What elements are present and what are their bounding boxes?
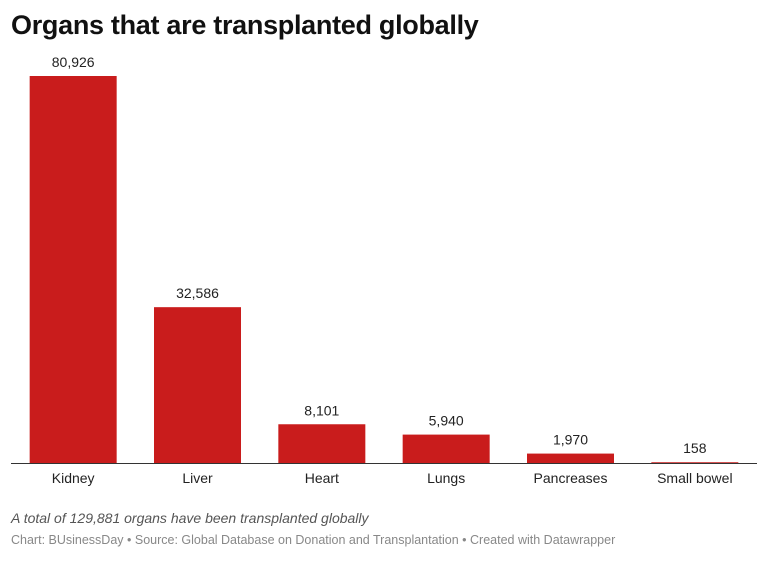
footer-separator: •: [123, 533, 135, 547]
category-label: Kidney: [52, 470, 95, 486]
category-label: Heart: [305, 470, 339, 486]
category-label: Liver: [182, 470, 213, 486]
value-label: 5,940: [429, 413, 464, 429]
bar-pancreases: [527, 453, 614, 463]
footer-chart-credit: Chart: BUsinessDay: [11, 533, 124, 547]
value-label: 32,586: [176, 285, 219, 301]
chart-notes: A total of 129,881 organs have been tran…: [11, 510, 369, 526]
value-label: 80,926: [52, 54, 95, 70]
value-label: 1,970: [553, 432, 588, 448]
bars-group: [29, 76, 739, 463]
bar-chart: 80,926 32,586 8,101 5,940 1,970 158 Kidney Liv…: [11, 54, 757, 486]
bar-liver: [154, 307, 241, 463]
value-label: 158: [683, 440, 707, 456]
bar-heart: [278, 424, 366, 463]
footer-source: Source: Global Database on Donation and …: [134, 533, 459, 547]
value-labels-group: 80,926 32,586 8,101 5,940 1,970 158: [52, 54, 707, 456]
chart-title: Organs that are transplanted globally: [11, 10, 479, 40]
bar-kidney: [29, 76, 117, 463]
footer-separator: •: [458, 533, 471, 547]
category-label: Lungs: [427, 470, 465, 486]
category-label: Small bowel: [657, 470, 732, 486]
bar-small-bowel: [651, 462, 739, 463]
category-labels-group: Kidney Liver Heart Lungs Pancreases Small bow…: [52, 470, 733, 486]
bar-lungs: [402, 434, 490, 463]
chart-footer: Chart: BUsinessDay • Source: Global Data…: [11, 533, 615, 547]
value-label: 8,101: [304, 402, 339, 418]
footer-created-with: Created with Datawrapper: [470, 533, 616, 547]
category-label: Pancreases: [534, 470, 608, 486]
